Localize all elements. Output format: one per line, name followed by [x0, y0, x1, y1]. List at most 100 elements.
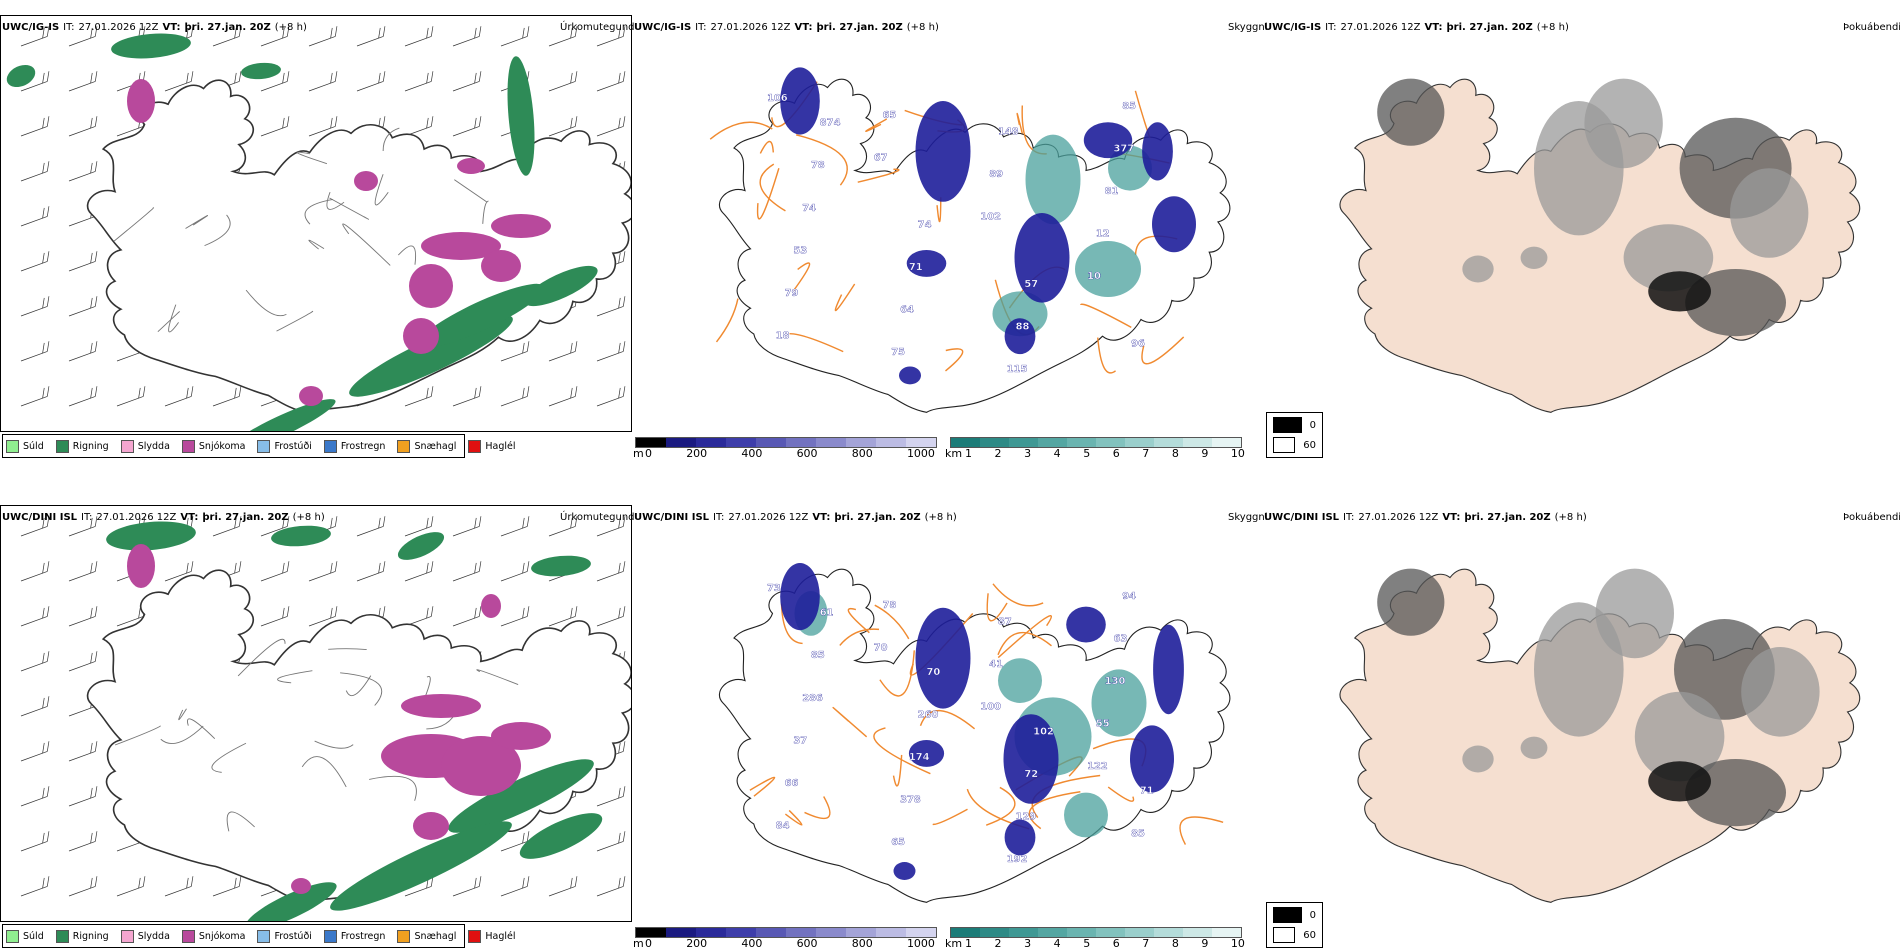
colorbar-tick: 10 [1230, 937, 1245, 950]
road-line [759, 163, 786, 212]
wind-barb-icon [20, 606, 50, 627]
fog-area [1377, 78, 1445, 146]
colorbar-segment [1212, 438, 1241, 447]
low-visibility-area [1075, 241, 1141, 297]
wind-barb-icon [164, 876, 194, 897]
panel-title: Þokuábendi [1843, 22, 1900, 33]
iceland-coastline [1339, 78, 1861, 413]
model-label: UWC/IG-IS [1264, 22, 1322, 33]
legend-swatch [468, 440, 482, 453]
rain-area [397, 532, 445, 560]
road-line [936, 197, 942, 223]
wind-barb-icon [596, 116, 626, 137]
wind-barb-icon [164, 386, 194, 407]
wind-barb-icon [452, 606, 482, 627]
low-visibility-area [1003, 714, 1059, 804]
visibility-value: 79 [785, 288, 799, 299]
fog-legend-item: 0 [1273, 907, 1316, 923]
road-line [873, 727, 931, 775]
colorbar-segment [980, 928, 1009, 937]
wind-barb-icon [356, 71, 386, 92]
fog-indicator-map [1339, 568, 1861, 903]
low-visibility-area [1004, 819, 1036, 856]
low-visibility-area [1004, 318, 1036, 355]
colorbar-tick: 8 [1171, 937, 1179, 950]
colorbar-segment [906, 438, 936, 447]
colorbar-tick: 600 [796, 447, 818, 460]
wind-barb-icon [20, 876, 50, 897]
colorbar-tick: 200 [686, 447, 708, 460]
visibility-map: 73 70 100 122 84 78 41 55 66 65 87 130 37 378 192 63 286… [718, 563, 1231, 903]
rain-area [349, 315, 513, 397]
rain-area [417, 283, 545, 349]
visibility-value: 53 [793, 245, 807, 256]
legend-label: Snæhagl [414, 441, 457, 452]
legend-label: Súld [23, 441, 44, 452]
snow-area [457, 158, 485, 174]
fog-area [1595, 568, 1674, 659]
it-value: 27.01.2026 12Z [728, 512, 809, 523]
wind-barb-icon [68, 251, 98, 272]
vt-label: VT: [812, 512, 831, 523]
visibility-value: 122 [1087, 761, 1108, 772]
legend-label: Snæhagl [414, 931, 457, 942]
colorbar-segment [756, 438, 786, 447]
colorbar-segment [980, 438, 1009, 447]
snow-area [127, 79, 155, 123]
vt-value: þri. 27.jan. 20Z [1464, 512, 1551, 523]
fog-area [1377, 568, 1445, 636]
fog-area [1462, 255, 1494, 283]
road-line [759, 140, 775, 154]
visibility-unit: km [945, 447, 963, 460]
road-line [874, 604, 910, 640]
visibility-value: 88 [1016, 321, 1030, 332]
legend-swatch [55, 440, 69, 453]
wind-barb-icon [260, 26, 290, 47]
wind-barb-icon [500, 341, 530, 362]
visibility-value: 260 [918, 709, 939, 720]
fog-legend-item: 60 [1273, 927, 1316, 943]
legend-item: Frostúði [257, 930, 312, 943]
fog-area [1685, 759, 1786, 827]
colorbar-segment [1096, 928, 1125, 937]
vt-value: þri. 27.jan. 20Z [816, 22, 903, 33]
precip-map-frame [0, 15, 636, 453]
iceland-coastline: 106 67 102 10 18 65 89 12 79 75 148 81 53 64 115 377 74 7… [709, 67, 1231, 413]
colorbar-tick: 5 [1083, 447, 1091, 460]
wind-barb-icon [548, 606, 578, 627]
colorbar-tick: 10 [1230, 447, 1245, 460]
fog-legend-label: 0 [1309, 419, 1316, 431]
snow-area [291, 878, 311, 894]
wind-barb-icon [260, 561, 290, 582]
wind-barb-icon [68, 606, 98, 627]
panel-title: Skyggni [1228, 22, 1268, 33]
low-visibility-area [1083, 122, 1133, 159]
visibility-colorbar [950, 437, 1242, 448]
fog-legend: 0 60 [1266, 902, 1323, 948]
wind-barb-icon [404, 71, 434, 92]
legend-swatch [257, 440, 271, 453]
wind-barb-icon [20, 26, 50, 47]
road-line [985, 786, 1016, 826]
wind-barb-icon [308, 606, 338, 627]
colorbar-tick: 400 [741, 937, 763, 950]
wind-barb-icon [20, 516, 50, 537]
legend-swatch [397, 930, 411, 943]
fog-area [1648, 271, 1711, 312]
road-line [892, 754, 903, 787]
wind-barb-icon [68, 296, 98, 317]
panel-header: UWC/DINI ISL IT: 27.01.2026 12Z VT: þri. 27.… [2, 512, 325, 524]
visibility-value: 67 [874, 152, 888, 163]
road-line [932, 808, 968, 826]
wind-barb-icon [452, 561, 482, 582]
snow-area [401, 694, 481, 718]
road-line [1016, 112, 1023, 134]
fog-area [1520, 246, 1548, 269]
colorbar-tick: 400 [741, 447, 763, 460]
precip-map-frame [0, 505, 636, 930]
colorbar-segment [1125, 928, 1154, 937]
visibility-value: 57 [1024, 279, 1038, 290]
colorbar-segment [1125, 438, 1154, 447]
legend-swatch [6, 930, 19, 943]
colorbar-segment [1183, 928, 1212, 937]
